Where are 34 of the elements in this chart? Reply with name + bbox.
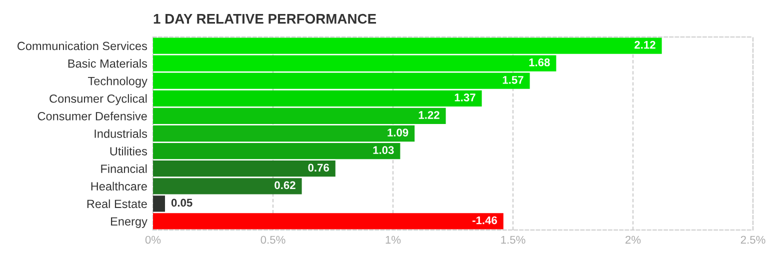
bar	[153, 196, 165, 212]
data-label: 0.62	[274, 181, 296, 190]
bar	[153, 213, 504, 230]
data-label: 0.76	[308, 164, 329, 172]
bar	[153, 142, 400, 160]
x-tick-label: 2.5%	[740, 236, 766, 244]
chart-title: 1 DAY RELATIVE PERFORMANCE	[154, 14, 376, 24]
data-label: 0.05	[171, 198, 192, 207]
data-label: 1.09	[388, 128, 408, 136]
bar	[153, 125, 415, 142]
x-tick-label: 2%	[626, 236, 641, 244]
data-label: 2.12	[634, 40, 656, 49]
data-label: 1.03	[373, 146, 394, 154]
data-label: 1.68	[529, 58, 550, 66]
data-label: 1.22	[418, 111, 440, 119]
y-tick-label: Technology	[88, 76, 148, 88]
y-tick-label: Real Estate	[87, 199, 147, 208]
y-tick-label: Utilities	[110, 146, 148, 156]
y-tick-label: Healthcare	[91, 182, 147, 191]
bar	[153, 108, 446, 124]
x-tick-label: 1.5%	[501, 236, 526, 244]
x-tick-label: 0.5%	[260, 236, 286, 244]
y-tick-label: Financial	[101, 164, 147, 173]
y-tick-label: Consumer Defensive	[38, 112, 147, 120]
data-label: 1.57	[502, 76, 524, 84]
x-tick-label: 0%	[145, 236, 161, 244]
y-tick-label: Consumer Cyclical	[50, 94, 147, 106]
y-tick-label: Energy	[111, 217, 148, 228]
data-label: 1.37	[454, 94, 476, 102]
y-tick-label: Industrials	[94, 129, 148, 138]
y-tick-label: Basic Materials	[68, 59, 148, 68]
x-tick-label: 1%	[386, 236, 401, 244]
data-label: -1.46	[472, 216, 497, 224]
y-tick-label: Communication Services	[17, 41, 148, 50]
